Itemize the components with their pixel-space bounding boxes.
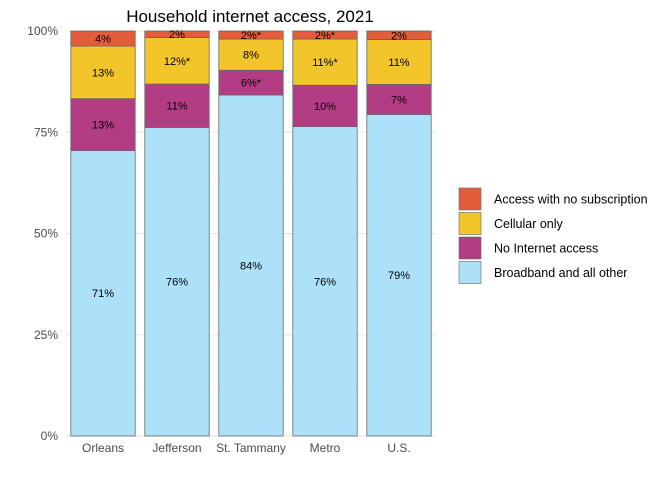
bar-segment	[366, 84, 432, 115]
bar-segment	[218, 69, 284, 96]
bar-segment	[292, 30, 358, 40]
legend-swatch	[458, 236, 482, 260]
x-tick-label: Jefferson	[152, 441, 201, 455]
bar-segment	[292, 126, 358, 437]
legend-swatch	[458, 261, 482, 284]
bar-segment	[366, 39, 432, 85]
bar-segment	[292, 38, 358, 86]
bar-segment	[70, 45, 136, 100]
data-label: 13%	[92, 120, 114, 132]
x-axis: Orleans Jefferson St. Tammany Metro U.S.	[82, 441, 411, 455]
bar-segment	[218, 94, 284, 437]
bar-segment	[366, 30, 432, 40]
bar-segment	[144, 126, 210, 437]
x-tick-label: St. Tammany	[216, 441, 286, 455]
data-label: 6%*	[241, 78, 262, 90]
data-label: 8%	[243, 50, 259, 62]
bar-segment	[144, 30, 210, 38]
data-label: 2%*	[241, 30, 262, 42]
data-labels: 71% 13% 13% 4% 76% 11% 12%* 2% 84% 6%* 8% 2%* 76% 10%…	[92, 29, 410, 300]
data-label: 12%*	[164, 56, 191, 68]
bar-segment	[218, 38, 284, 71]
data-label: 2%	[391, 30, 407, 42]
legend-label: No Internet access	[494, 242, 598, 256]
data-label: 11%*	[312, 57, 338, 69]
data-label: 84%	[240, 260, 262, 272]
bar-segment	[70, 98, 136, 151]
bar-segment	[366, 114, 432, 437]
y-tick-label: 50%	[34, 227, 58, 241]
bar-segment	[292, 84, 358, 127]
data-label: 10%	[314, 101, 336, 113]
data-label: 11%	[166, 101, 187, 113]
data-label: 79%	[388, 270, 410, 282]
data-label: 4%	[95, 33, 111, 45]
chart-title: Household internet access, 2021	[126, 7, 374, 26]
bar-segment	[144, 83, 210, 128]
bar-segment	[144, 37, 210, 85]
data-label: 7%	[391, 94, 407, 106]
y-tick-label: 0%	[41, 429, 59, 443]
data-label: 76%	[166, 277, 188, 289]
bar-segment	[70, 30, 136, 47]
bar-segment	[70, 150, 136, 437]
x-tick-label: U.S.	[387, 441, 410, 455]
legend-label: Access with no subscription	[494, 193, 648, 207]
x-tick-label: Metro	[310, 441, 341, 455]
data-label: 13%	[92, 67, 114, 79]
legend: Access with no subscription Cellular only…	[458, 187, 648, 284]
x-tick-label: Orleans	[82, 441, 124, 455]
bar-segment	[218, 30, 284, 40]
legend-swatch	[458, 212, 482, 235]
data-label: 2%	[169, 29, 185, 41]
legend-swatch	[458, 187, 482, 211]
y-tick-label: 100%	[27, 24, 58, 38]
y-tick-label: 25%	[34, 328, 58, 342]
legend-label: Broadband and all other	[494, 266, 627, 280]
data-label: 2%*	[315, 30, 336, 42]
data-label: 11%	[388, 57, 409, 69]
bars	[70, 30, 432, 437]
data-label: 71%	[92, 288, 114, 300]
y-axis: 0% 25% 50% 75% 100%	[27, 24, 58, 443]
data-label: 76%	[314, 276, 336, 288]
legend-label: Cellular only	[494, 217, 564, 231]
y-tick-label: 75%	[34, 125, 58, 139]
